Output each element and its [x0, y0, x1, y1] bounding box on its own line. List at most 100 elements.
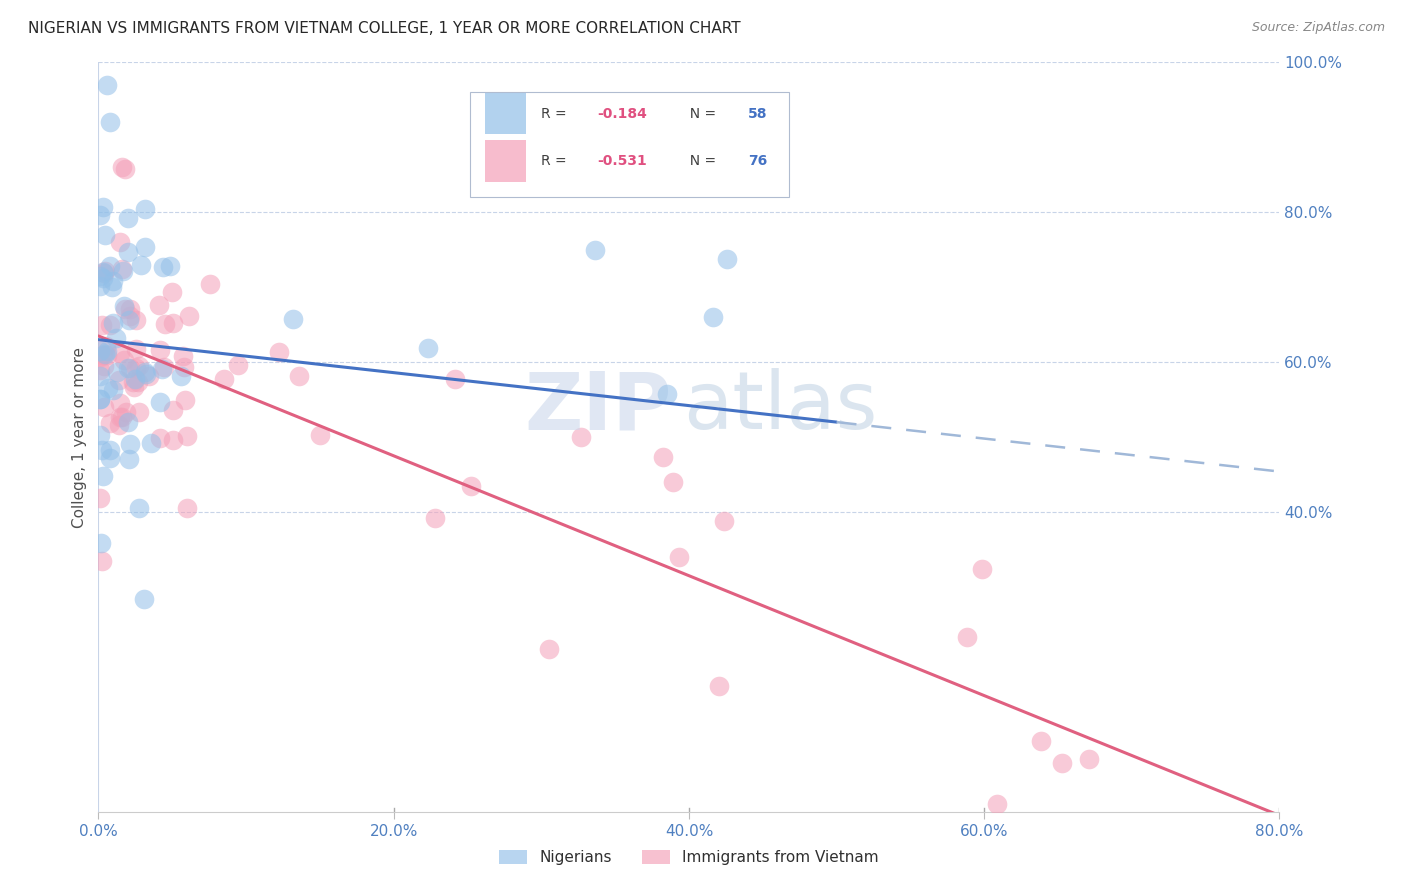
- Point: [91, 264, 114, 278]
- Point: [120, 302, 142, 317]
- FancyBboxPatch shape: [485, 93, 526, 135]
- Point: [89, 427, 111, 442]
- Point: [112, 353, 135, 368]
- Text: 76: 76: [748, 154, 768, 168]
- Point: [122, 379, 145, 393]
- Point: [96, 339, 118, 353]
- Point: [98, 259, 121, 273]
- Point: [89, 491, 111, 505]
- Point: [1052, 756, 1074, 771]
- Point: [177, 309, 200, 323]
- Point: [104, 331, 127, 345]
- Point: [91, 271, 114, 285]
- Point: [90, 443, 112, 458]
- Point: [160, 285, 183, 299]
- Point: [174, 392, 197, 407]
- Point: [101, 317, 124, 331]
- FancyBboxPatch shape: [485, 140, 526, 182]
- Point: [134, 202, 156, 216]
- Point: [118, 313, 141, 327]
- Point: [100, 279, 122, 293]
- Point: [281, 312, 304, 326]
- Point: [460, 479, 482, 493]
- Point: [89, 350, 111, 364]
- Text: N =: N =: [681, 154, 720, 168]
- Point: [110, 396, 132, 410]
- Point: [162, 433, 184, 447]
- Point: [91, 318, 114, 332]
- Point: [111, 262, 134, 277]
- Point: [89, 344, 111, 359]
- Point: [267, 345, 290, 359]
- Text: N =: N =: [681, 107, 720, 120]
- Point: [149, 395, 172, 409]
- Point: [105, 365, 128, 379]
- Point: [652, 450, 675, 464]
- Point: [118, 361, 141, 376]
- Text: 58: 58: [748, 107, 768, 120]
- Point: [134, 239, 156, 253]
- Point: [173, 360, 195, 375]
- Point: [89, 208, 111, 222]
- Text: R =: R =: [541, 107, 571, 120]
- Point: [125, 342, 148, 356]
- Point: [152, 360, 174, 375]
- Point: [125, 360, 148, 375]
- Text: ZIP: ZIP: [524, 368, 671, 446]
- Point: [89, 363, 111, 377]
- Point: [89, 279, 111, 293]
- Point: [716, 252, 738, 266]
- Point: [97, 381, 120, 395]
- Point: [98, 318, 121, 332]
- Point: [288, 368, 311, 383]
- Point: [101, 274, 124, 288]
- Point: [111, 264, 134, 278]
- Point: [162, 316, 184, 330]
- Point: [134, 365, 156, 379]
- Point: [98, 443, 121, 458]
- Point: [176, 428, 198, 442]
- Point: [148, 297, 170, 311]
- Point: [107, 373, 129, 387]
- Point: [955, 630, 977, 644]
- Point: [707, 679, 730, 693]
- Point: [149, 343, 172, 357]
- Point: [117, 244, 139, 259]
- Point: [114, 162, 136, 177]
- Point: [89, 392, 111, 407]
- Point: [423, 511, 446, 525]
- Point: [970, 562, 993, 576]
- Point: [96, 348, 118, 362]
- Text: -0.531: -0.531: [596, 154, 647, 168]
- Point: [94, 263, 117, 277]
- Point: [571, 430, 593, 444]
- Point: [159, 259, 181, 273]
- Point: [117, 211, 139, 225]
- Point: [108, 418, 131, 433]
- Point: [309, 428, 332, 442]
- Text: R =: R =: [541, 154, 571, 168]
- Point: [117, 416, 139, 430]
- Point: [128, 359, 150, 374]
- Point: [111, 161, 134, 175]
- Point: [118, 437, 141, 451]
- Point: [444, 372, 467, 386]
- Point: [662, 475, 685, 489]
- Point: [117, 360, 139, 375]
- Point: [124, 372, 146, 386]
- Point: [121, 375, 143, 389]
- Point: [90, 554, 112, 568]
- Point: [120, 309, 142, 323]
- Point: [537, 642, 560, 657]
- Point: [91, 468, 114, 483]
- Point: [668, 549, 690, 564]
- Point: [100, 450, 122, 465]
- Point: [176, 501, 198, 516]
- Point: [96, 78, 118, 92]
- Point: [89, 268, 111, 283]
- Point: [114, 302, 136, 317]
- Point: [702, 310, 724, 325]
- Point: [149, 431, 172, 445]
- Point: [93, 346, 115, 360]
- Point: [128, 405, 150, 419]
